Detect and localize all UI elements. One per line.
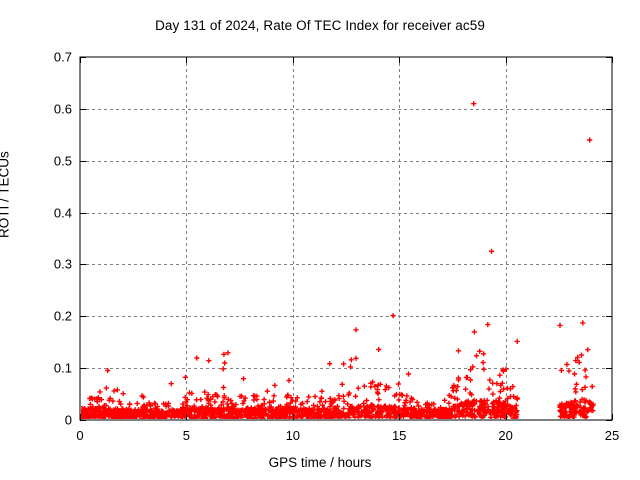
data-points	[81, 101, 596, 419]
grid-lines	[80, 57, 612, 420]
plot-frame	[79, 56, 613, 421]
axis-ticks	[80, 57, 613, 421]
chart-title: Day 131 of 2024, Rate Of TEC Index for r…	[155, 18, 485, 33]
scatter-series-roti	[81, 101, 596, 419]
x-axis-label: GPS time / hours	[268, 455, 372, 470]
